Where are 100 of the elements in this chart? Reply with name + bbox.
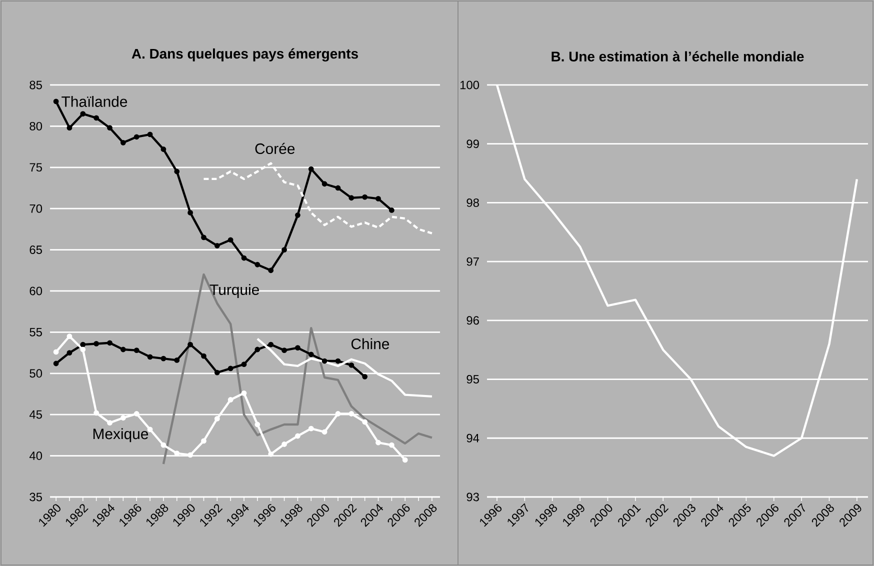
chart-title: A. Dans quelques pays émergents xyxy=(132,48,358,62)
y-tick-label: 50 xyxy=(30,369,42,378)
point xyxy=(80,346,86,352)
point xyxy=(335,185,341,191)
point xyxy=(66,350,72,356)
point xyxy=(376,440,381,446)
point xyxy=(120,346,126,352)
point xyxy=(308,426,314,432)
point xyxy=(376,196,381,202)
y-tick-label: 99 xyxy=(466,140,479,148)
series-label: Thaïlande xyxy=(62,96,128,107)
point xyxy=(348,195,354,201)
point xyxy=(107,420,112,426)
point xyxy=(228,237,234,243)
point xyxy=(241,255,247,261)
y-tick-label: 85 xyxy=(30,80,42,90)
point xyxy=(282,442,287,447)
point xyxy=(362,374,368,380)
y-tick-label: 93 xyxy=(466,492,479,502)
point xyxy=(214,370,220,376)
point xyxy=(174,358,180,363)
point xyxy=(107,125,112,131)
y-tick-label: 80 xyxy=(30,122,42,130)
point xyxy=(228,397,234,402)
point xyxy=(308,352,314,358)
y-tick-label: 97 xyxy=(466,257,479,266)
point xyxy=(94,410,100,416)
point xyxy=(254,422,260,428)
point xyxy=(53,360,59,366)
y-tick-label: 45 xyxy=(29,410,42,419)
point xyxy=(188,210,193,216)
point xyxy=(201,438,206,444)
point xyxy=(322,358,328,364)
y-tick-label: 96 xyxy=(466,316,479,325)
point xyxy=(188,452,193,458)
point xyxy=(214,416,220,422)
point xyxy=(214,242,220,248)
point xyxy=(160,356,166,362)
y-tick-label: 94 xyxy=(466,434,480,442)
point xyxy=(268,268,274,274)
point xyxy=(134,411,140,416)
y-tick-label: 65 xyxy=(30,246,42,254)
point xyxy=(362,419,368,425)
point xyxy=(160,146,166,152)
y-tick-label: 35 xyxy=(30,492,42,502)
y-tick-label: 95 xyxy=(466,375,479,384)
point xyxy=(388,208,394,213)
point xyxy=(295,212,300,218)
point xyxy=(94,341,100,346)
point xyxy=(66,334,72,340)
chart-title: B. Une estimation à l’échelle mondiale xyxy=(552,51,804,62)
y-tick-label: 60 xyxy=(30,286,42,296)
point xyxy=(282,247,287,252)
point xyxy=(335,411,341,416)
y-tick-label: 100 xyxy=(460,80,480,90)
series-label: Chine xyxy=(351,338,390,350)
point xyxy=(268,342,274,348)
point xyxy=(147,132,153,138)
point xyxy=(201,353,206,359)
point xyxy=(107,340,112,346)
point xyxy=(348,362,354,368)
point xyxy=(120,140,126,146)
point xyxy=(295,433,300,439)
point xyxy=(308,166,314,172)
point xyxy=(80,111,86,117)
point xyxy=(268,451,274,457)
point xyxy=(402,457,408,463)
y-tick-label: 75 xyxy=(30,163,42,172)
point xyxy=(147,354,153,360)
y-tick-label: 55 xyxy=(30,328,42,336)
point xyxy=(295,345,300,351)
point xyxy=(348,411,354,416)
y-tick-label: 98 xyxy=(466,198,479,207)
series-label: Corée xyxy=(255,142,295,154)
point xyxy=(134,134,140,140)
point xyxy=(282,348,287,354)
point xyxy=(53,98,59,104)
point xyxy=(188,342,193,348)
series-label: Mexique xyxy=(93,428,148,442)
point xyxy=(94,115,100,121)
point xyxy=(254,346,260,352)
series-label: Turquie xyxy=(210,284,259,298)
point xyxy=(80,342,86,348)
point xyxy=(322,429,328,435)
point xyxy=(241,390,247,396)
point xyxy=(362,194,368,200)
y-tick-label: 70 xyxy=(30,204,42,213)
point xyxy=(160,442,166,448)
point xyxy=(53,349,59,355)
point xyxy=(335,358,341,364)
point xyxy=(201,234,206,240)
point xyxy=(174,168,180,174)
line-series xyxy=(202,162,434,234)
y-tick-label: 40 xyxy=(29,452,42,460)
point xyxy=(241,362,247,368)
point xyxy=(322,181,328,187)
point xyxy=(228,366,234,372)
point xyxy=(66,125,72,131)
point xyxy=(254,262,260,268)
point xyxy=(120,415,126,421)
